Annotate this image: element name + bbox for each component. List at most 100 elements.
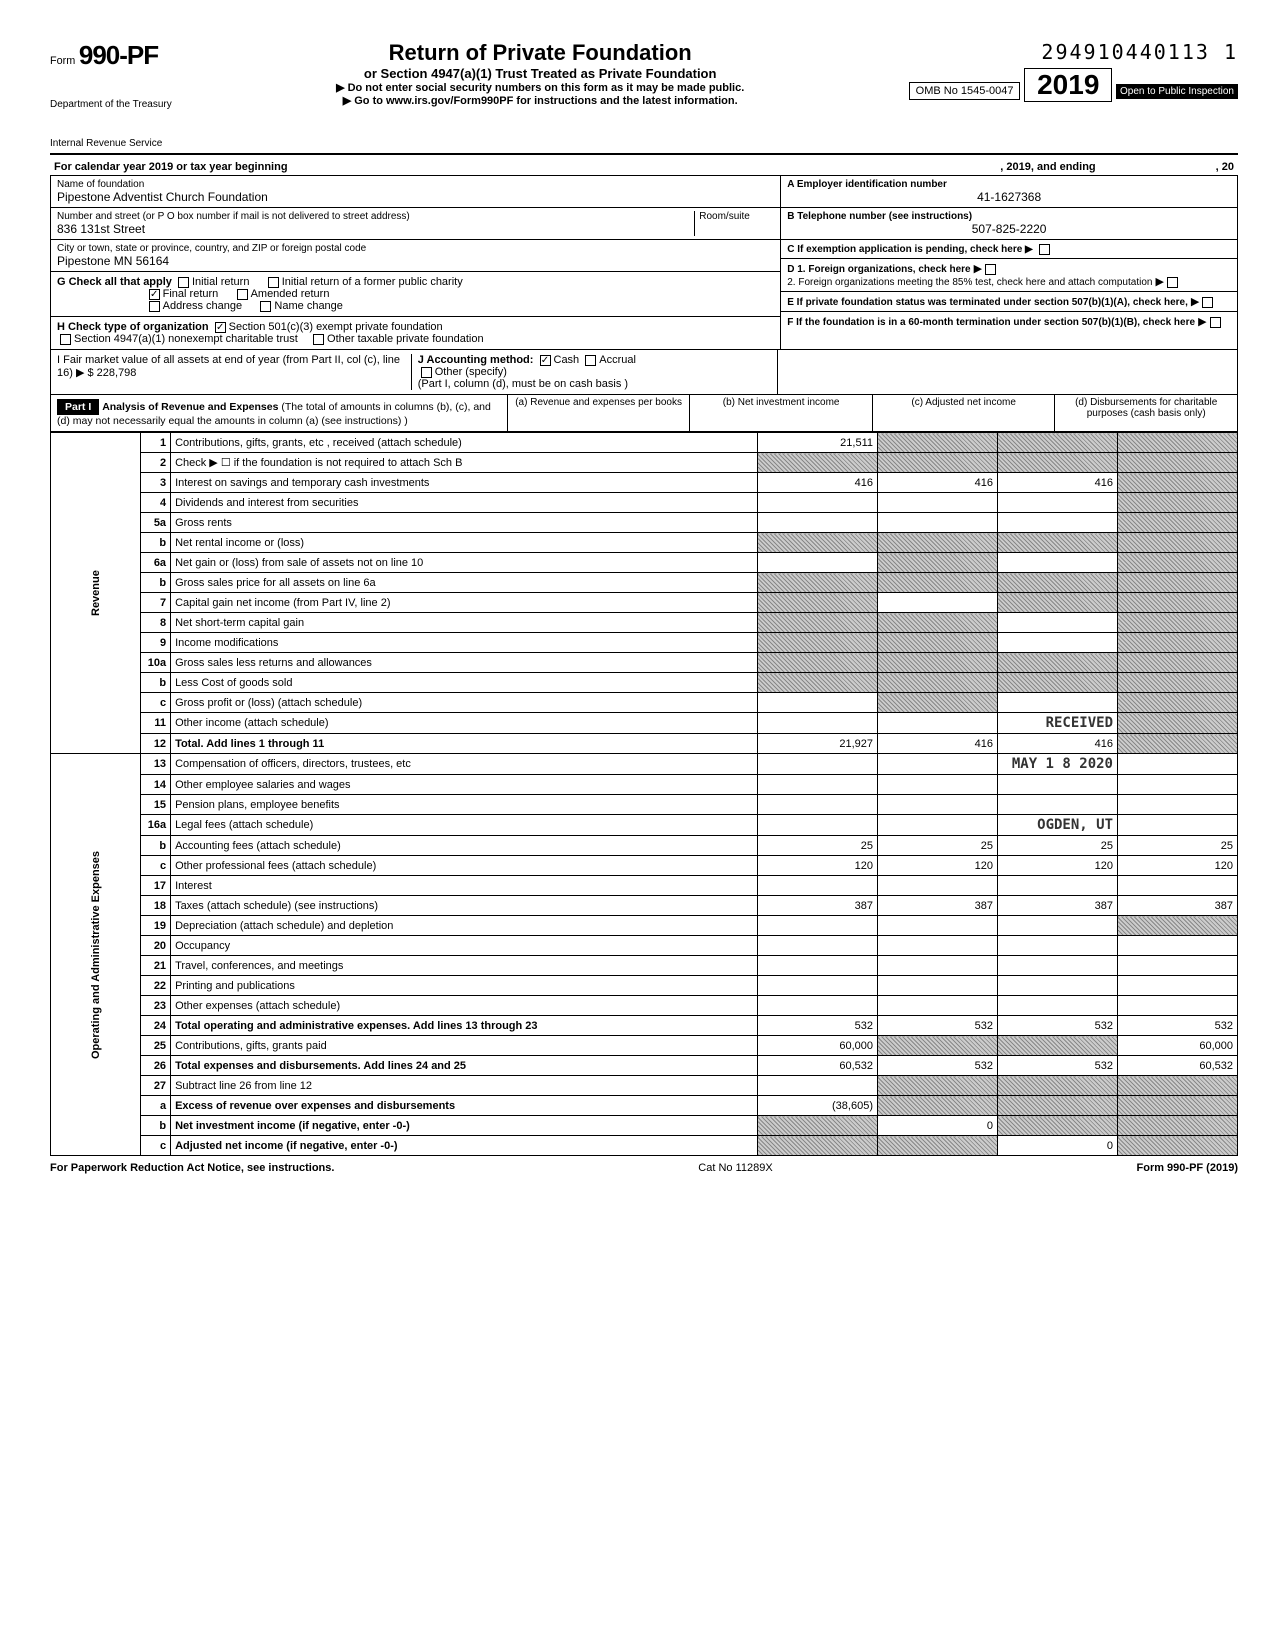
side-label-revenue: Revenue: [51, 433, 141, 754]
table-row: 11Other income (attach schedule)RECEIVED: [51, 713, 1238, 734]
table-row: 3Interest on savings and temporary cash …: [51, 473, 1238, 493]
cb-501c3[interactable]: [215, 322, 226, 333]
table-row: 14Other employee salaries and wages: [51, 775, 1238, 795]
cb-initial-former[interactable]: [268, 277, 279, 288]
table-row: bLess Cost of goods sold: [51, 673, 1238, 693]
line-description: Accounting fees (attach schedule): [171, 836, 758, 856]
amount-cell-a: [758, 713, 878, 734]
line-description: Interest on savings and temporary cash i…: [171, 473, 758, 493]
amount-cell-b: 416: [878, 473, 998, 493]
amount-cell-b: 416: [878, 734, 998, 754]
table-row: cAdjusted net income (if negative, enter…: [51, 1136, 1238, 1156]
form-number: 990-PF: [79, 40, 158, 70]
cb-cash[interactable]: [540, 355, 551, 366]
amount-cell-a: [758, 673, 878, 693]
line-number: 13: [141, 754, 171, 775]
cb-foreign-org[interactable]: [985, 264, 996, 275]
table-row: 19Depreciation (attach schedule) and dep…: [51, 916, 1238, 936]
cb-other-taxable[interactable]: [313, 334, 324, 345]
cb-accrual[interactable]: [585, 355, 596, 366]
amount-cell-b: [878, 593, 998, 613]
line-description: Net investment income (if negative, ente…: [171, 1116, 758, 1136]
j-accrual: Accrual: [599, 354, 636, 366]
d1-label: D 1. Foreign organizations, check here: [787, 264, 970, 275]
line-number: 24: [141, 1016, 171, 1036]
amount-cell-d: [1118, 653, 1238, 673]
footer-mid: Cat No 11289X: [698, 1162, 772, 1174]
amount-cell-b: [878, 533, 998, 553]
ein-label: A Employer identification number: [787, 179, 1231, 190]
amount-cell-a: 416: [758, 473, 878, 493]
amount-cell-d: 60,000: [1118, 1036, 1238, 1056]
amount-cell-c: [998, 593, 1118, 613]
amount-cell-c: [998, 493, 1118, 513]
room-label: Room/suite: [699, 211, 774, 222]
line-description: Compensation of officers, directors, tru…: [171, 754, 758, 775]
cb-exemption-pending[interactable]: [1039, 244, 1050, 255]
amount-cell-b: 532: [878, 1056, 998, 1076]
amount-cell-b: [878, 936, 998, 956]
amount-cell-a: [758, 633, 878, 653]
d2-label: 2. Foreign organizations meeting the 85%…: [787, 277, 1152, 288]
amount-cell-b: [878, 876, 998, 896]
amount-cell-b: [878, 1036, 998, 1056]
line-description: Occupancy: [171, 936, 758, 956]
amount-cell-a: 60,000: [758, 1036, 878, 1056]
g-label: G Check all that apply: [57, 276, 172, 288]
amount-cell-c: [998, 775, 1118, 795]
amount-cell-d: [1118, 976, 1238, 996]
received-date: MAY 1 8 2020: [1012, 756, 1113, 772]
amount-cell-d: 120: [1118, 856, 1238, 876]
line-number: c: [141, 856, 171, 876]
amount-cell-c: MAY 1 8 2020: [998, 754, 1118, 775]
line-number: 9: [141, 633, 171, 653]
amount-cell-b: [878, 693, 998, 713]
table-row: cOther professional fees (attach schedul…: [51, 856, 1238, 876]
amount-cell-b: [878, 1096, 998, 1116]
i-value: 228,798: [97, 367, 137, 379]
amount-cell-c: [998, 916, 1118, 936]
amount-cell-b: 532: [878, 1016, 998, 1036]
amount-cell-d: [1118, 815, 1238, 836]
cb-final[interactable]: [149, 289, 160, 300]
received-stamp: RECEIVED: [1046, 715, 1113, 731]
cal-year-end: , 20: [1216, 161, 1234, 173]
amount-cell-c: [998, 1116, 1118, 1136]
amount-cell-b: [878, 613, 998, 633]
section-g: G Check all that apply Initial return In…: [51, 272, 780, 317]
amount-cell-b: [878, 553, 998, 573]
line-number: 26: [141, 1056, 171, 1076]
amount-cell-a: [758, 453, 878, 473]
amount-cell-c: 0: [998, 1136, 1118, 1156]
line-number: 1: [141, 433, 171, 453]
table-row: 6aNet gain or (loss) from sale of assets…: [51, 553, 1238, 573]
cb-foreign-85[interactable]: [1167, 277, 1178, 288]
cb-4947[interactable]: [60, 334, 71, 345]
dept-treasury: Department of the Treasury: [50, 99, 172, 110]
amount-cell-d: [1118, 593, 1238, 613]
page-footer: For Paperwork Reduction Act Notice, see …: [50, 1162, 1238, 1174]
amount-cell-c: [998, 513, 1118, 533]
amount-cell-c: [998, 633, 1118, 653]
cb-other-method[interactable]: [421, 367, 432, 378]
amount-cell-d: [1118, 795, 1238, 815]
cb-60month[interactable]: [1210, 317, 1221, 328]
line-description: Gross rents: [171, 513, 758, 533]
line-number: b: [141, 1116, 171, 1136]
amount-cell-a: [758, 1076, 878, 1096]
h-label: H Check type of organization: [57, 321, 209, 333]
cb-addr-change[interactable]: [149, 301, 160, 312]
amount-cell-a: [758, 754, 878, 775]
table-row: 5aGross rents: [51, 513, 1238, 533]
table-row: 18Taxes (attach schedule) (see instructi…: [51, 896, 1238, 916]
line-description: Interest: [171, 876, 758, 896]
cb-terminated[interactable]: [1202, 297, 1213, 308]
cb-initial[interactable]: [178, 277, 189, 288]
amount-cell-b: [878, 493, 998, 513]
cb-amended[interactable]: [237, 289, 248, 300]
amount-cell-a: [758, 613, 878, 633]
line-number: a: [141, 1096, 171, 1116]
line-number: 15: [141, 795, 171, 815]
cb-name-change[interactable]: [260, 301, 271, 312]
line-description: Adjusted net income (if negative, enter …: [171, 1136, 758, 1156]
